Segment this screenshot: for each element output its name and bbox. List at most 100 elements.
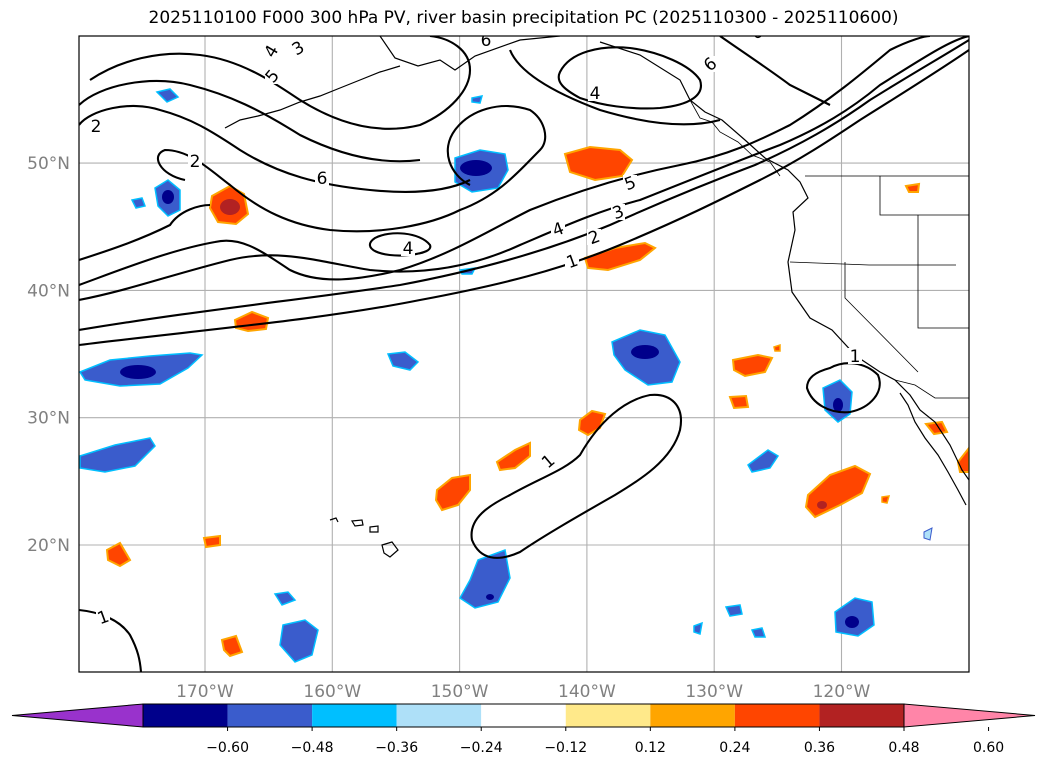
neg-blob — [923, 527, 933, 541]
contour-label-bg — [611, 204, 625, 220]
contour-label-bg — [588, 85, 602, 101]
pv-contour-line — [557, 46, 702, 110]
colorbar-tick-label: −0.60 — [206, 740, 249, 756]
colorbar-segment — [819, 704, 904, 727]
contour-label-bg — [96, 609, 110, 625]
contour-label-bg — [315, 170, 329, 186]
colorbar-extend-min — [11, 703, 144, 728]
lon-tick-label: 130°W — [685, 682, 743, 702]
neg-blob — [79, 437, 156, 473]
lon-tick-labels: 170°W 160°W 150°W 140°W 130°W 120°W — [176, 682, 870, 702]
colorbar-tick-label: −0.12 — [544, 740, 587, 756]
pos-blob — [924, 420, 949, 436]
contour-label-bg — [188, 153, 202, 169]
contour-label-bg — [703, 56, 717, 72]
contour-label-bg — [623, 175, 637, 191]
contour-label: 6 — [749, 22, 766, 44]
contour-label: 4 — [590, 84, 601, 104]
pv-contour-line — [368, 232, 432, 257]
map-frame — [78, 35, 970, 673]
contour-label-bg — [265, 68, 279, 84]
contour-label-bg — [89, 118, 103, 134]
lat-tick-label: 30°N — [27, 409, 70, 429]
lat-tick-label: 20°N — [27, 536, 70, 556]
mexico-border — [894, 379, 969, 399]
pv-contour-line — [509, 49, 721, 126]
pos-blob — [105, 541, 132, 568]
neg-blob — [279, 619, 319, 663]
pos-blob — [208, 184, 250, 226]
colorbar-tick-label: 0.24 — [719, 740, 750, 756]
colorbar-tick-label: 0.60 — [973, 740, 1004, 756]
pv-contour-line — [805, 362, 881, 414]
contour-label-bg — [264, 43, 278, 59]
pos-blob — [495, 441, 531, 472]
pv-contour-line — [79, 80, 421, 163]
neg-blob — [611, 329, 681, 386]
pos-blob — [563, 145, 634, 182]
contour-label-bg — [551, 221, 565, 237]
baja-california — [899, 392, 967, 506]
pos-blob — [220, 634, 244, 658]
colorbar-segment — [312, 704, 397, 727]
lon-tick-label: 150°W — [431, 682, 489, 702]
lat-tick-label: 40°N — [27, 281, 70, 301]
neg-blob — [130, 197, 147, 209]
colorbar-segment — [396, 704, 482, 727]
gridlines — [79, 36, 969, 672]
coastlines — [224, 36, 969, 558]
neg-blob — [834, 597, 875, 637]
contour-label: 4 — [403, 239, 414, 259]
pv-contour-line — [79, 36, 931, 286]
neg-blob — [750, 627, 767, 638]
contour-label-bg — [541, 453, 555, 469]
contour-label: 6 — [481, 31, 492, 51]
neg-blob — [154, 179, 181, 217]
contour-label-bg — [565, 253, 579, 269]
neg-blob — [79, 352, 204, 387]
colorbar-segment — [143, 704, 228, 727]
colorbar-segment — [481, 704, 566, 727]
colorbar-tick-label: 0.48 — [888, 740, 919, 756]
colorbar-tick-label: 0.12 — [635, 740, 666, 756]
neg-blob — [155, 88, 180, 103]
neg-blob — [459, 548, 511, 609]
colorbar-extend-max — [903, 703, 1036, 728]
pv-contour-line — [719, 36, 831, 106]
neg-blob — [273, 591, 297, 606]
pos-blob — [881, 495, 891, 504]
contour-label-bg — [848, 348, 862, 364]
lon-tick-label: 140°W — [558, 682, 616, 702]
contour-label: 2 — [91, 117, 102, 137]
pv-contours — [79, 36, 969, 672]
contour-label: 1 — [850, 347, 861, 367]
neg-blob — [724, 604, 743, 617]
pos-blob — [583, 241, 657, 272]
neg-blob — [471, 95, 484, 104]
pv-contour-line — [79, 203, 211, 261]
colorbar-segment — [734, 704, 820, 727]
pos-blob — [773, 343, 781, 352]
neg-blob — [386, 351, 420, 371]
pos-blob — [728, 394, 750, 410]
colorbar-tick-label: −0.24 — [460, 740, 503, 756]
bc-coast — [689, 99, 781, 177]
contour-label-bg — [401, 240, 415, 256]
pv-contour-line — [79, 104, 471, 194]
contour-label-bg — [291, 40, 305, 56]
contour-label-bg — [750, 36, 764, 40]
precip-anomaly-fills — [79, 88, 969, 663]
colorbar-segment — [227, 704, 313, 727]
contour-label-bg — [479, 36, 493, 48]
chart-title: 2025110100 F000 300 hPa PV, river basin … — [148, 8, 899, 28]
lon-tick-label: 170°W — [176, 682, 234, 702]
pos-blob — [202, 534, 221, 549]
neg-blob — [454, 149, 509, 193]
contour-label: 2 — [190, 152, 201, 172]
lon-tick-label: 160°W — [303, 682, 361, 702]
colorbar-tick-label: −0.36 — [375, 740, 418, 756]
lat-tick-label: 50°N — [27, 154, 70, 174]
contour-label: 6 — [317, 169, 328, 189]
